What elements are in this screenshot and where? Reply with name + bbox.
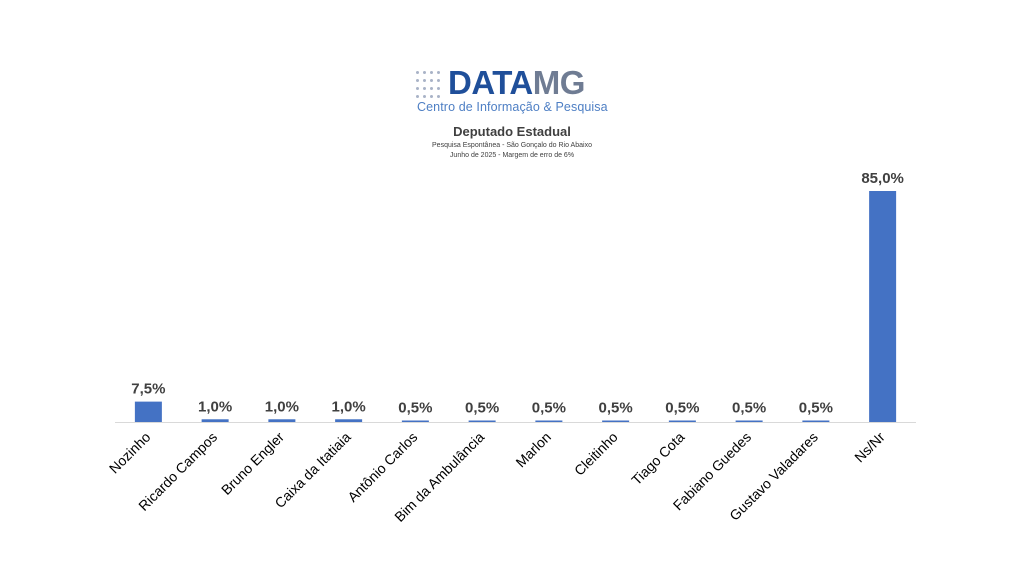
data-label-6: 0,5% xyxy=(532,400,566,417)
data-label-0: 7,5% xyxy=(131,381,165,398)
data-label-1: 1,0% xyxy=(198,398,232,415)
category-label-6: Marlon xyxy=(512,429,554,471)
category-label-2: Bruno Engler xyxy=(218,429,287,498)
bar-10 xyxy=(802,420,830,422)
datamg-logo: DATAMG Centro de Informação & Pesquisa xyxy=(416,66,616,116)
bar-1 xyxy=(201,419,229,422)
category-label-8: Tiago Cota xyxy=(628,429,688,489)
chart-subtitle-line-1: Pesquisa Espontânea - São Gonçalo do Rio… xyxy=(432,142,592,149)
chart-subtitle-line-2: Junho de 2025 - Margem de erro de 6% xyxy=(449,152,575,159)
bar-6 xyxy=(535,420,563,422)
bar-8 xyxy=(668,420,696,422)
bar-4 xyxy=(401,420,429,422)
data-label-3: 1,0% xyxy=(332,398,366,415)
data-label-4: 0,5% xyxy=(398,400,432,417)
bar-5 xyxy=(468,420,496,422)
data-label-2: 1,0% xyxy=(265,398,299,415)
category-label-4: Antônio Carlos xyxy=(344,429,420,505)
data-label-11: 85,0% xyxy=(861,170,904,187)
bar-7 xyxy=(602,420,630,422)
category-label-11: Ns/Nr xyxy=(851,429,888,466)
data-label-5: 0,5% xyxy=(465,400,499,417)
bar-0 xyxy=(134,401,162,422)
bar-11 xyxy=(869,191,897,422)
bar-9 xyxy=(735,420,763,422)
logo-dots-icon xyxy=(416,71,444,99)
bar-3 xyxy=(335,419,363,422)
data-label-10: 0,5% xyxy=(799,400,833,417)
bar-2 xyxy=(268,419,296,422)
category-label-0: Nozinho xyxy=(106,429,154,477)
logo-word-left: DATA xyxy=(448,64,533,101)
category-label-7: Cleitinho xyxy=(571,429,621,479)
data-label-8: 0,5% xyxy=(665,400,699,417)
chart-title: Deputado Estadual xyxy=(453,124,571,139)
logo-tagline: Centro de Informação & Pesquisa xyxy=(417,100,608,114)
data-label-7: 0,5% xyxy=(599,400,633,417)
logo-wordmark: DATAMG xyxy=(448,66,585,100)
data-label-9: 0,5% xyxy=(732,400,766,417)
logo-word-right: MG xyxy=(532,64,586,101)
